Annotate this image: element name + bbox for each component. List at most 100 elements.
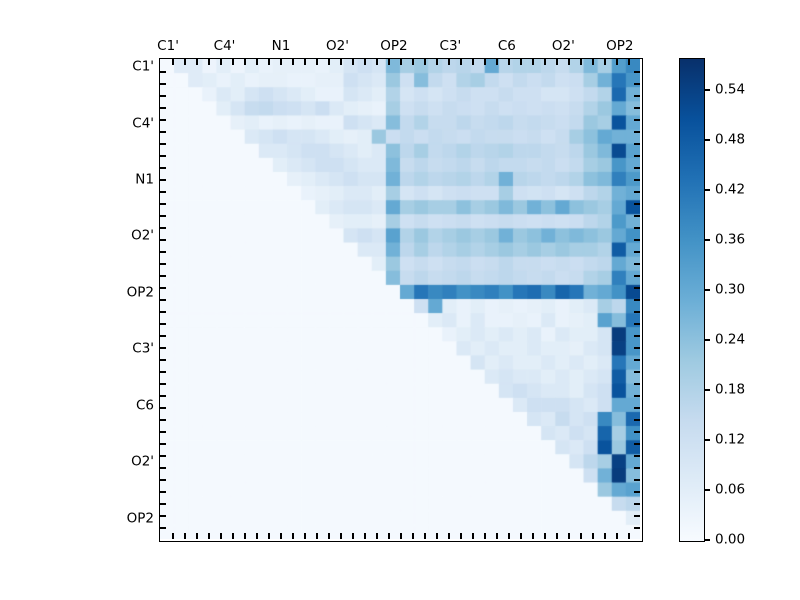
- axis-tick-left: [160, 347, 167, 349]
- axis-tick-left: [160, 107, 167, 109]
- axis-tick-left: [160, 443, 167, 445]
- axis-tick-right: [634, 179, 641, 181]
- axis-tick-bottom: [484, 533, 486, 540]
- colorbar-tick-label: 0.54: [715, 81, 746, 98]
- axis-tick-top: [232, 59, 234, 66]
- axis-tick-right: [634, 191, 641, 193]
- axis-tick-right: [634, 527, 641, 529]
- axis-tick-bottom: [304, 533, 306, 540]
- axis-tick-right: [634, 203, 641, 205]
- axis-tick-right: [634, 407, 641, 409]
- colorbar-tick-label: 0.48: [715, 131, 746, 148]
- axis-tick-bottom: [352, 533, 354, 540]
- axis-tick-bottom: [592, 533, 594, 540]
- axis-tick-left: [160, 419, 167, 421]
- axis-tick-right: [634, 419, 641, 421]
- axis-tick-left: [160, 203, 167, 205]
- axis-tick-top: [304, 59, 306, 66]
- axis-tick-top: [628, 59, 630, 66]
- axis-tick-right: [634, 239, 641, 241]
- axis-tick-top: [388, 59, 390, 66]
- axis-tick-left: [160, 227, 167, 229]
- axis-tick-bottom: [256, 533, 258, 540]
- axis-tick-right: [634, 119, 641, 121]
- axis-tick-bottom: [520, 533, 522, 540]
- axis-tick-top: [208, 59, 210, 66]
- axis-tick-bottom: [604, 533, 606, 540]
- axis-tick-left: [160, 323, 167, 325]
- x-axis-label: O2': [326, 38, 349, 54]
- axis-tick-right: [634, 83, 641, 85]
- axis-tick-bottom: [364, 533, 366, 540]
- axis-tick-bottom: [376, 533, 378, 540]
- colorbar-tick-label: 0.30: [715, 281, 746, 298]
- axis-tick-top: [340, 59, 342, 66]
- axis-tick-right: [634, 467, 641, 469]
- axis-tick-bottom: [220, 533, 222, 540]
- axis-tick-left: [160, 455, 167, 457]
- x-axis-label: C4': [213, 38, 236, 54]
- axis-tick-right: [634, 347, 641, 349]
- y-axis-label: C3': [132, 340, 154, 357]
- axis-tick-bottom: [412, 533, 414, 540]
- axis-tick-bottom: [496, 533, 498, 540]
- colorbar: [679, 58, 705, 542]
- axis-tick-top: [544, 59, 546, 66]
- axis-tick-left: [160, 95, 167, 97]
- axis-tick-top: [532, 59, 534, 66]
- axis-tick-top: [196, 59, 198, 66]
- colorbar-tick: [704, 89, 710, 91]
- y-axis-label: C1': [132, 58, 154, 75]
- axis-tick-right: [634, 443, 641, 445]
- y-axis-label: N1: [135, 171, 154, 188]
- axis-tick-top: [616, 59, 618, 66]
- axis-tick-top: [412, 59, 414, 66]
- axis-tick-bottom: [208, 533, 210, 540]
- axis-tick-left: [160, 239, 167, 241]
- axis-tick-bottom: [172, 533, 174, 540]
- axis-tick-right: [634, 323, 641, 325]
- axis-tick-right: [634, 143, 641, 145]
- axis-tick-top: [592, 59, 594, 66]
- axis-tick-left: [160, 527, 167, 529]
- axis-tick-top: [520, 59, 522, 66]
- axis-tick-top: [316, 59, 318, 66]
- axis-tick-right: [634, 215, 641, 217]
- axis-tick-right: [634, 311, 641, 313]
- axis-tick-left: [160, 263, 167, 265]
- colorbar-tick: [704, 539, 710, 541]
- axis-tick-bottom: [616, 533, 618, 540]
- axis-tick-bottom: [316, 533, 318, 540]
- axis-tick-bottom: [460, 533, 462, 540]
- axis-tick-left: [160, 479, 167, 481]
- axis-tick-right: [634, 383, 641, 385]
- axis-tick-right: [634, 275, 641, 277]
- y-axis-label: O2': [131, 453, 154, 470]
- axis-tick-left: [160, 407, 167, 409]
- axis-tick-left: [160, 383, 167, 385]
- colorbar-tick: [704, 239, 710, 241]
- axis-tick-right: [634, 455, 641, 457]
- axis-tick-bottom: [580, 533, 582, 540]
- axis-tick-left: [160, 167, 167, 169]
- axis-tick-bottom: [196, 533, 198, 540]
- x-axis-label: C6: [497, 38, 516, 54]
- axis-tick-top: [448, 59, 450, 66]
- axis-tick-bottom: [292, 533, 294, 540]
- axis-tick-bottom: [436, 533, 438, 540]
- axis-tick-bottom: [424, 533, 426, 540]
- axis-tick-right: [634, 287, 641, 289]
- axis-tick-left: [160, 395, 167, 397]
- axis-tick-top: [172, 59, 174, 66]
- y-axis-label: C6: [135, 397, 154, 414]
- axis-tick-top: [580, 59, 582, 66]
- axis-tick-bottom: [544, 533, 546, 540]
- axis-tick-top: [496, 59, 498, 66]
- axis-tick-left: [160, 311, 167, 313]
- axis-tick-top: [376, 59, 378, 66]
- plot-area: [159, 58, 643, 542]
- axis-tick-left: [160, 299, 167, 301]
- colorbar-tick-label: 0.36: [715, 231, 746, 248]
- axis-tick-left: [160, 143, 167, 145]
- axis-tick-left: [160, 275, 167, 277]
